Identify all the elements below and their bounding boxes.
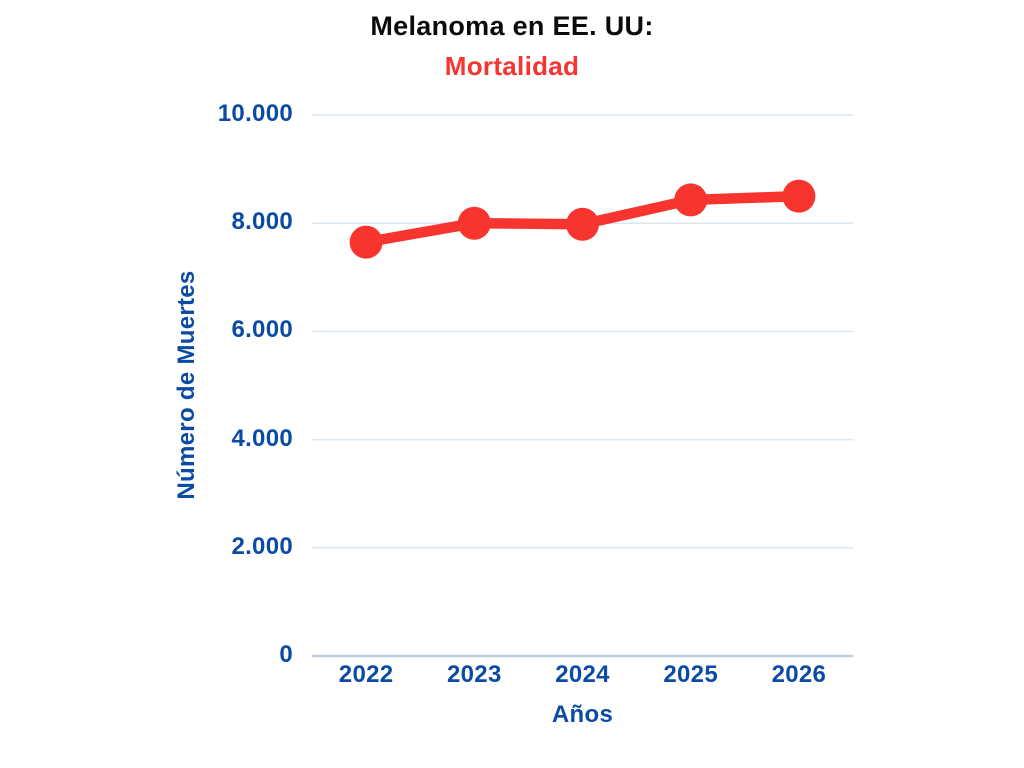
x-axis-title: Años — [551, 701, 614, 728]
chart-title: Melanoma en EE. UU: — [370, 11, 654, 41]
data-point-2022 — [349, 225, 383, 259]
data-point-2024 — [566, 207, 599, 241]
chart-subtitle: Mortalidad — [444, 51, 580, 81]
data-point-2025 — [674, 183, 708, 217]
data-point-2023 — [457, 206, 491, 240]
data-point-2026 — [782, 179, 816, 213]
